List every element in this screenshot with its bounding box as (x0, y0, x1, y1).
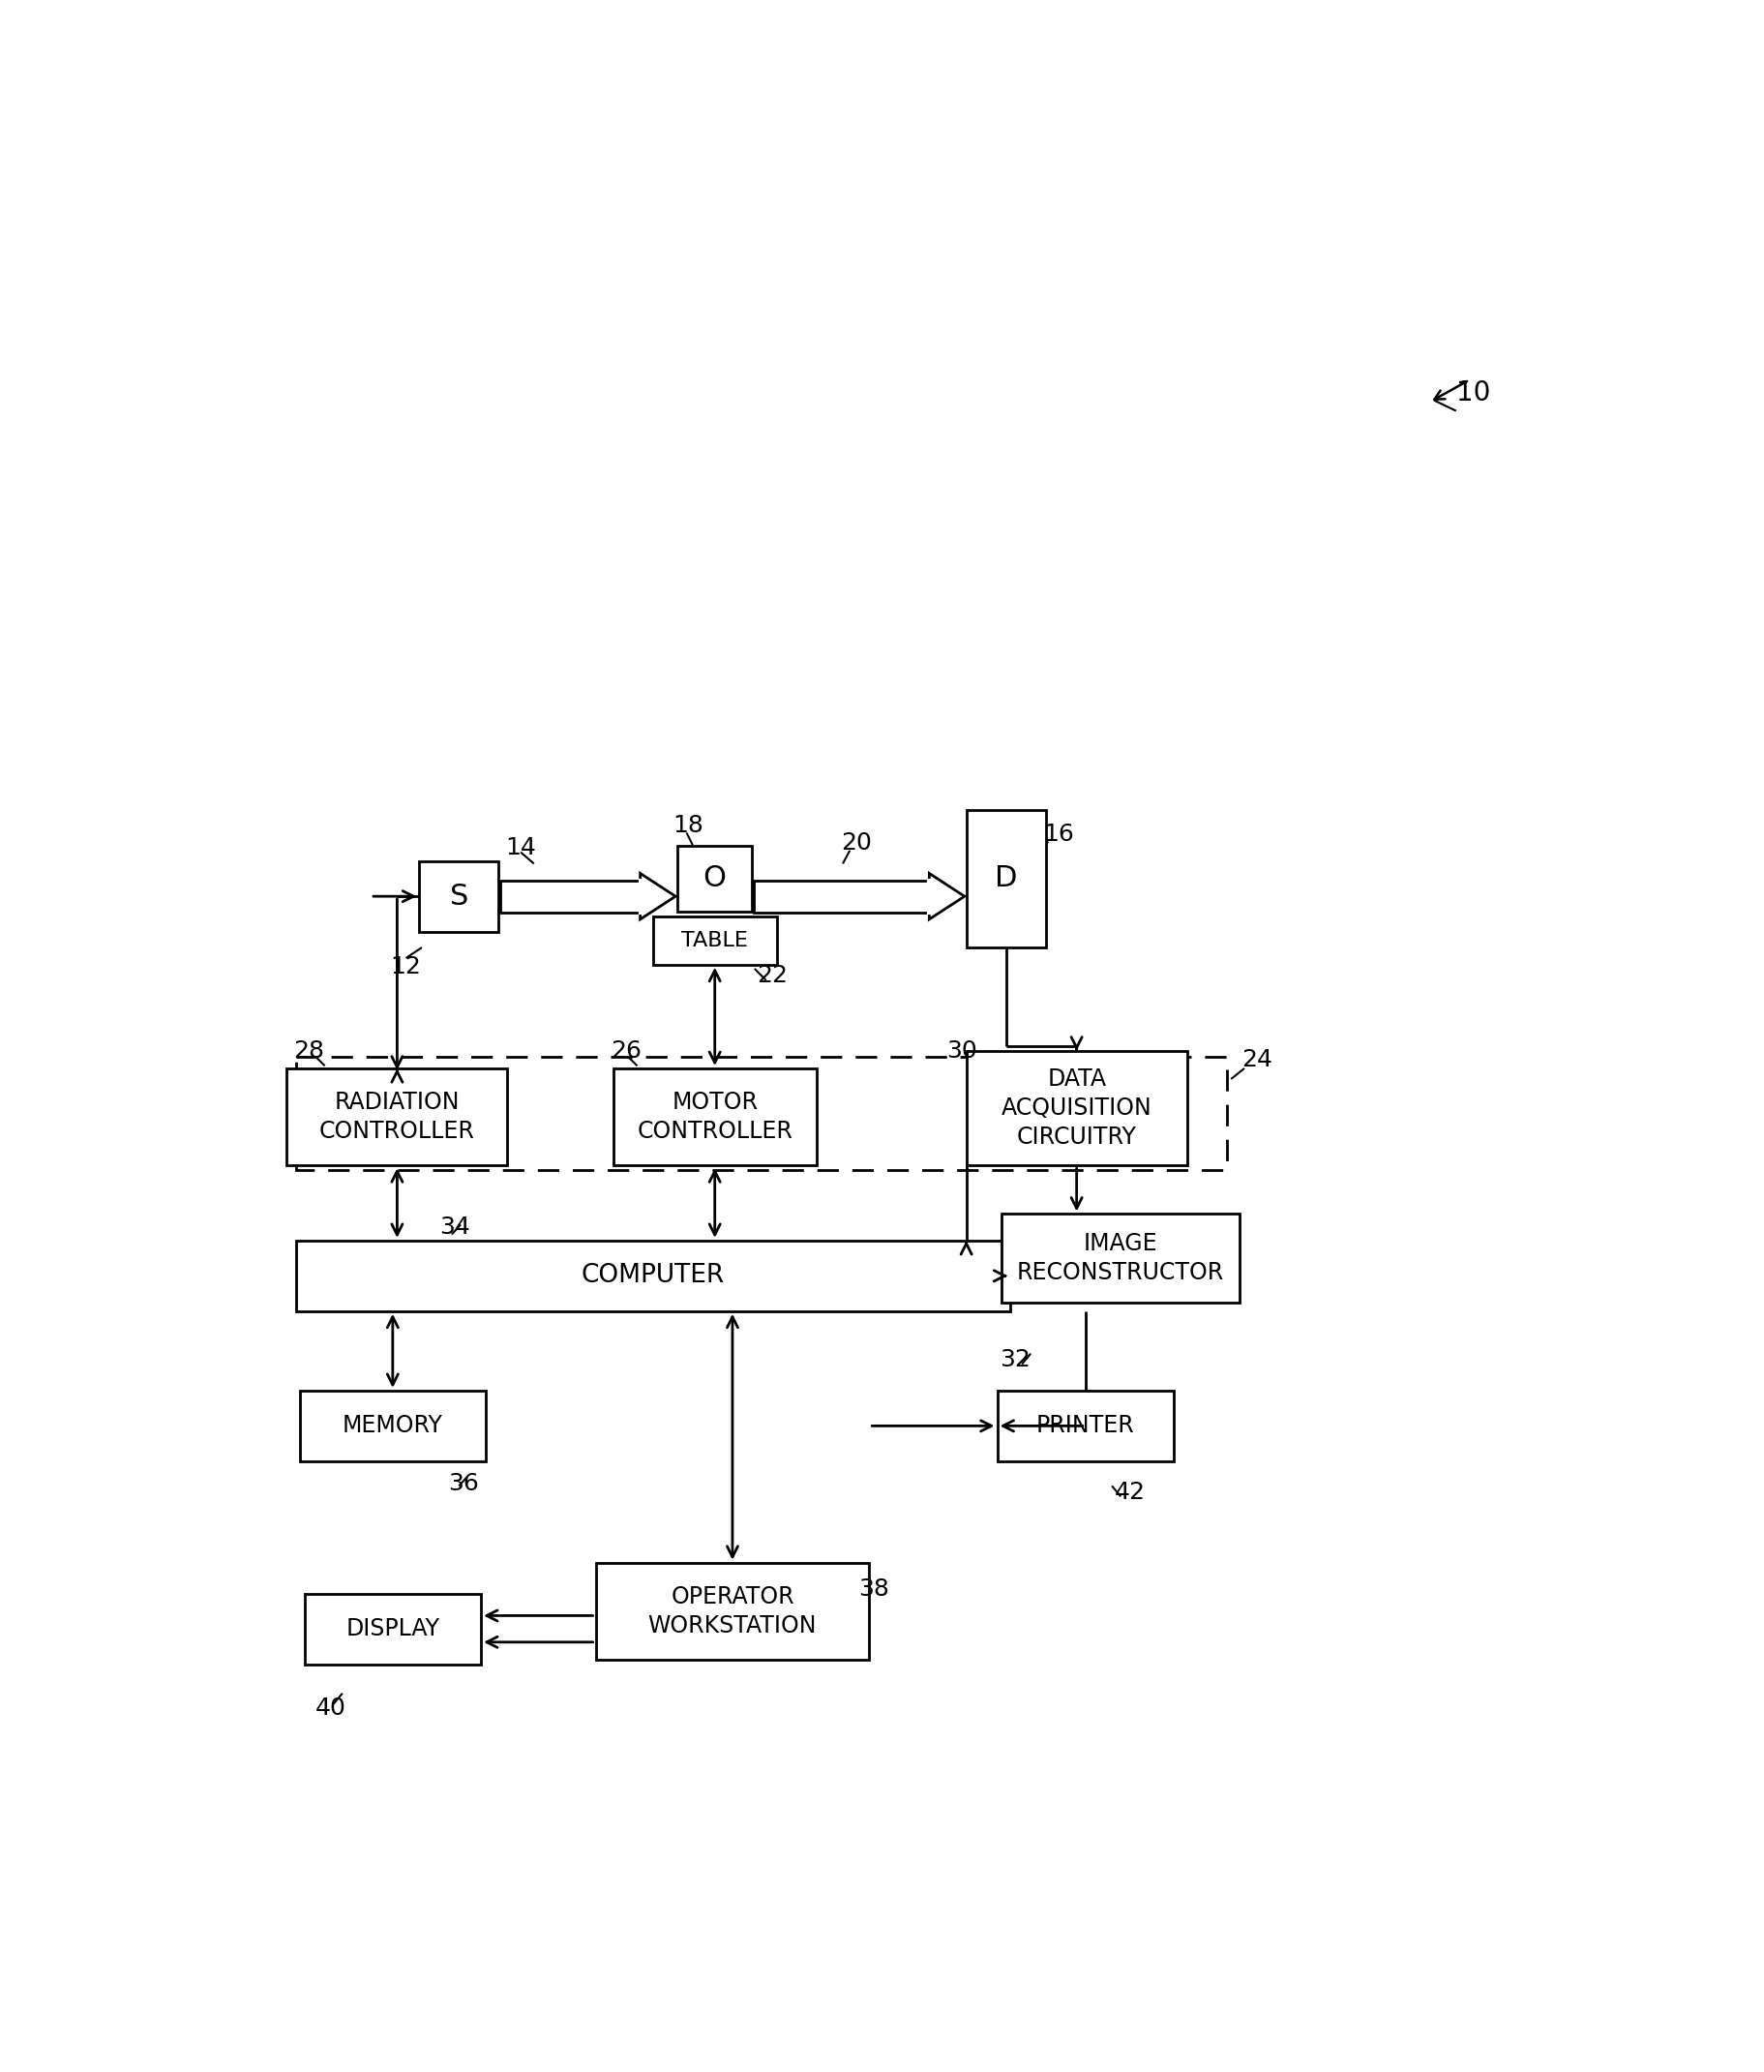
Text: 12: 12 (390, 955, 422, 978)
Text: 28: 28 (293, 1040, 325, 1063)
Text: 42: 42 (1113, 1481, 1145, 1504)
Bar (753, 881, 930, 912)
Bar (420, 862, 499, 932)
Bar (614, 1069, 815, 1167)
Bar (596, 1562, 870, 1660)
Text: PRINTER: PRINTER (1035, 1415, 1134, 1438)
Text: 10: 10 (1455, 379, 1491, 406)
Text: DATA
ACQUISITION
CIRCUITRY: DATA ACQUISITION CIRCUITRY (1000, 1067, 1152, 1148)
Text: S: S (450, 883, 467, 910)
Text: 14: 14 (505, 837, 536, 860)
Text: MOTOR
CONTROLLER: MOTOR CONTROLLER (637, 1092, 792, 1144)
Text: RADIATION
CONTROLLER: RADIATION CONTROLLER (319, 1092, 475, 1144)
Text: OPERATOR
WORKSTATION: OPERATOR WORKSTATION (647, 1585, 817, 1637)
Text: 24: 24 (1242, 1048, 1272, 1071)
Text: 30: 30 (946, 1040, 977, 1063)
Bar (501, 881, 640, 912)
Text: COMPUTER: COMPUTER (580, 1264, 725, 1289)
Text: 36: 36 (448, 1471, 478, 1494)
Bar (296, 1057, 1226, 1171)
Bar (967, 1051, 1185, 1167)
Bar (997, 1390, 1173, 1461)
Text: 20: 20 (840, 831, 871, 856)
Bar (677, 845, 751, 912)
Text: 34: 34 (439, 1216, 469, 1239)
Text: D: D (995, 864, 1016, 893)
Text: 22: 22 (757, 963, 787, 988)
Text: 18: 18 (672, 814, 704, 837)
Bar (296, 1241, 1009, 1312)
Text: 38: 38 (857, 1577, 889, 1602)
Bar (967, 810, 1046, 947)
Polygon shape (928, 874, 963, 920)
Bar (305, 1593, 480, 1664)
Bar (1002, 1214, 1238, 1303)
Text: TABLE: TABLE (681, 930, 748, 951)
Text: 16: 16 (1043, 823, 1074, 845)
Text: DISPLAY: DISPLAY (346, 1618, 439, 1641)
Bar (286, 1069, 508, 1167)
Text: MEMORY: MEMORY (342, 1415, 443, 1438)
Text: 32: 32 (998, 1349, 1030, 1372)
Text: 40: 40 (316, 1697, 346, 1720)
Text: O: O (702, 864, 727, 893)
Polygon shape (640, 874, 676, 920)
Bar (300, 1390, 485, 1461)
Text: 26: 26 (610, 1040, 642, 1063)
Bar (653, 916, 776, 966)
Text: IMAGE
RECONSTRUCTOR: IMAGE RECONSTRUCTOR (1016, 1233, 1224, 1285)
